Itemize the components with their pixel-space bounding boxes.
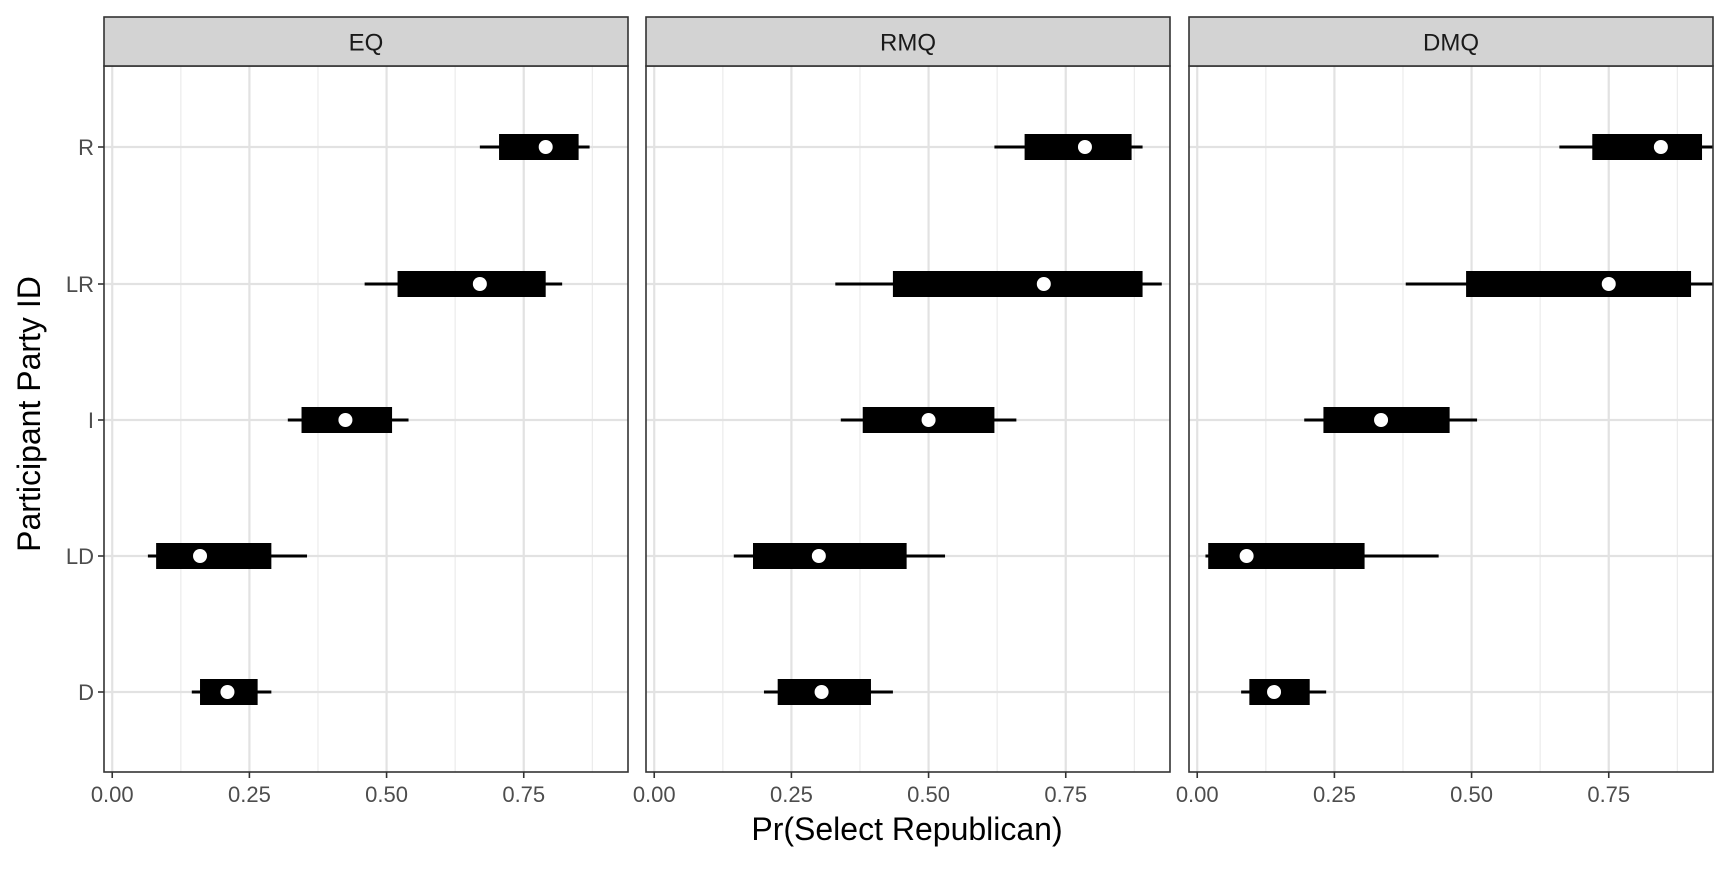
y-tick-label: D	[78, 680, 94, 705]
facet-strip	[103, 16, 629, 67]
point-estimate	[811, 549, 826, 563]
x-tick-label: 0.50	[365, 782, 408, 807]
facet-strip-label: DMQ	[1423, 30, 1479, 57]
inner-interval-bar	[1466, 271, 1692, 297]
inner-interval-bar	[752, 543, 907, 569]
point-estimate	[814, 685, 829, 699]
x-tick-label: 0.75	[1044, 782, 1087, 807]
facet-strip-label: EQ	[349, 30, 384, 57]
point-estimate	[1374, 413, 1389, 427]
point-estimate	[1036, 277, 1051, 291]
x-tick-label: 0.25	[1313, 782, 1356, 807]
panel-rmq: RMQ 0.00 0.25 0.50 0.75	[633, 16, 1171, 807]
x-tick-label: 0.00	[1176, 782, 1219, 807]
inner-interval-bar	[1208, 543, 1365, 569]
point-estimate	[1077, 140, 1092, 154]
y-tick-label: LR	[66, 272, 94, 297]
inner-interval-bar	[892, 271, 1143, 297]
point-estimate	[1267, 685, 1282, 699]
inner-interval-bar	[397, 271, 546, 297]
point-estimate	[921, 413, 936, 427]
x-tick-label: 0.00	[633, 782, 676, 807]
y-tick-label: R	[78, 135, 94, 160]
x-axis-title: Pr(Select Republican)	[751, 811, 1062, 847]
point-estimate	[1601, 277, 1616, 291]
point-estimate	[538, 140, 553, 154]
panel-dmq: DMQ 0.00 0.25 0.50 0.75	[1176, 16, 1714, 807]
x-tick-label: 0.25	[770, 782, 813, 807]
x-tick-label: 0.50	[907, 782, 950, 807]
inner-interval-bar	[156, 543, 272, 569]
point-estimate	[193, 549, 208, 563]
point-estimate	[220, 685, 235, 699]
x-tick-label: 0.75	[502, 782, 545, 807]
x-tick-label: 0.25	[228, 782, 271, 807]
x-tick-label: 0.75	[1587, 782, 1630, 807]
point-estimate	[1653, 140, 1668, 154]
facet-strip	[1188, 16, 1714, 67]
y-tick-label: I	[88, 408, 94, 433]
facet-strip-label: RMQ	[880, 30, 936, 57]
y-tick-label: LD	[66, 544, 94, 569]
point-estimate	[338, 413, 353, 427]
x-tick-label: 0.00	[91, 782, 134, 807]
inner-interval-bar	[1592, 134, 1703, 160]
panel-eq: EQ 0.00 0.25 0.50 0.75	[91, 16, 629, 807]
point-estimate	[1239, 549, 1254, 563]
facet-strip	[645, 16, 1171, 67]
x-tick-label: 0.50	[1450, 782, 1493, 807]
y-axis-title: Participant Party ID	[11, 276, 47, 552]
point-estimate	[472, 277, 487, 291]
